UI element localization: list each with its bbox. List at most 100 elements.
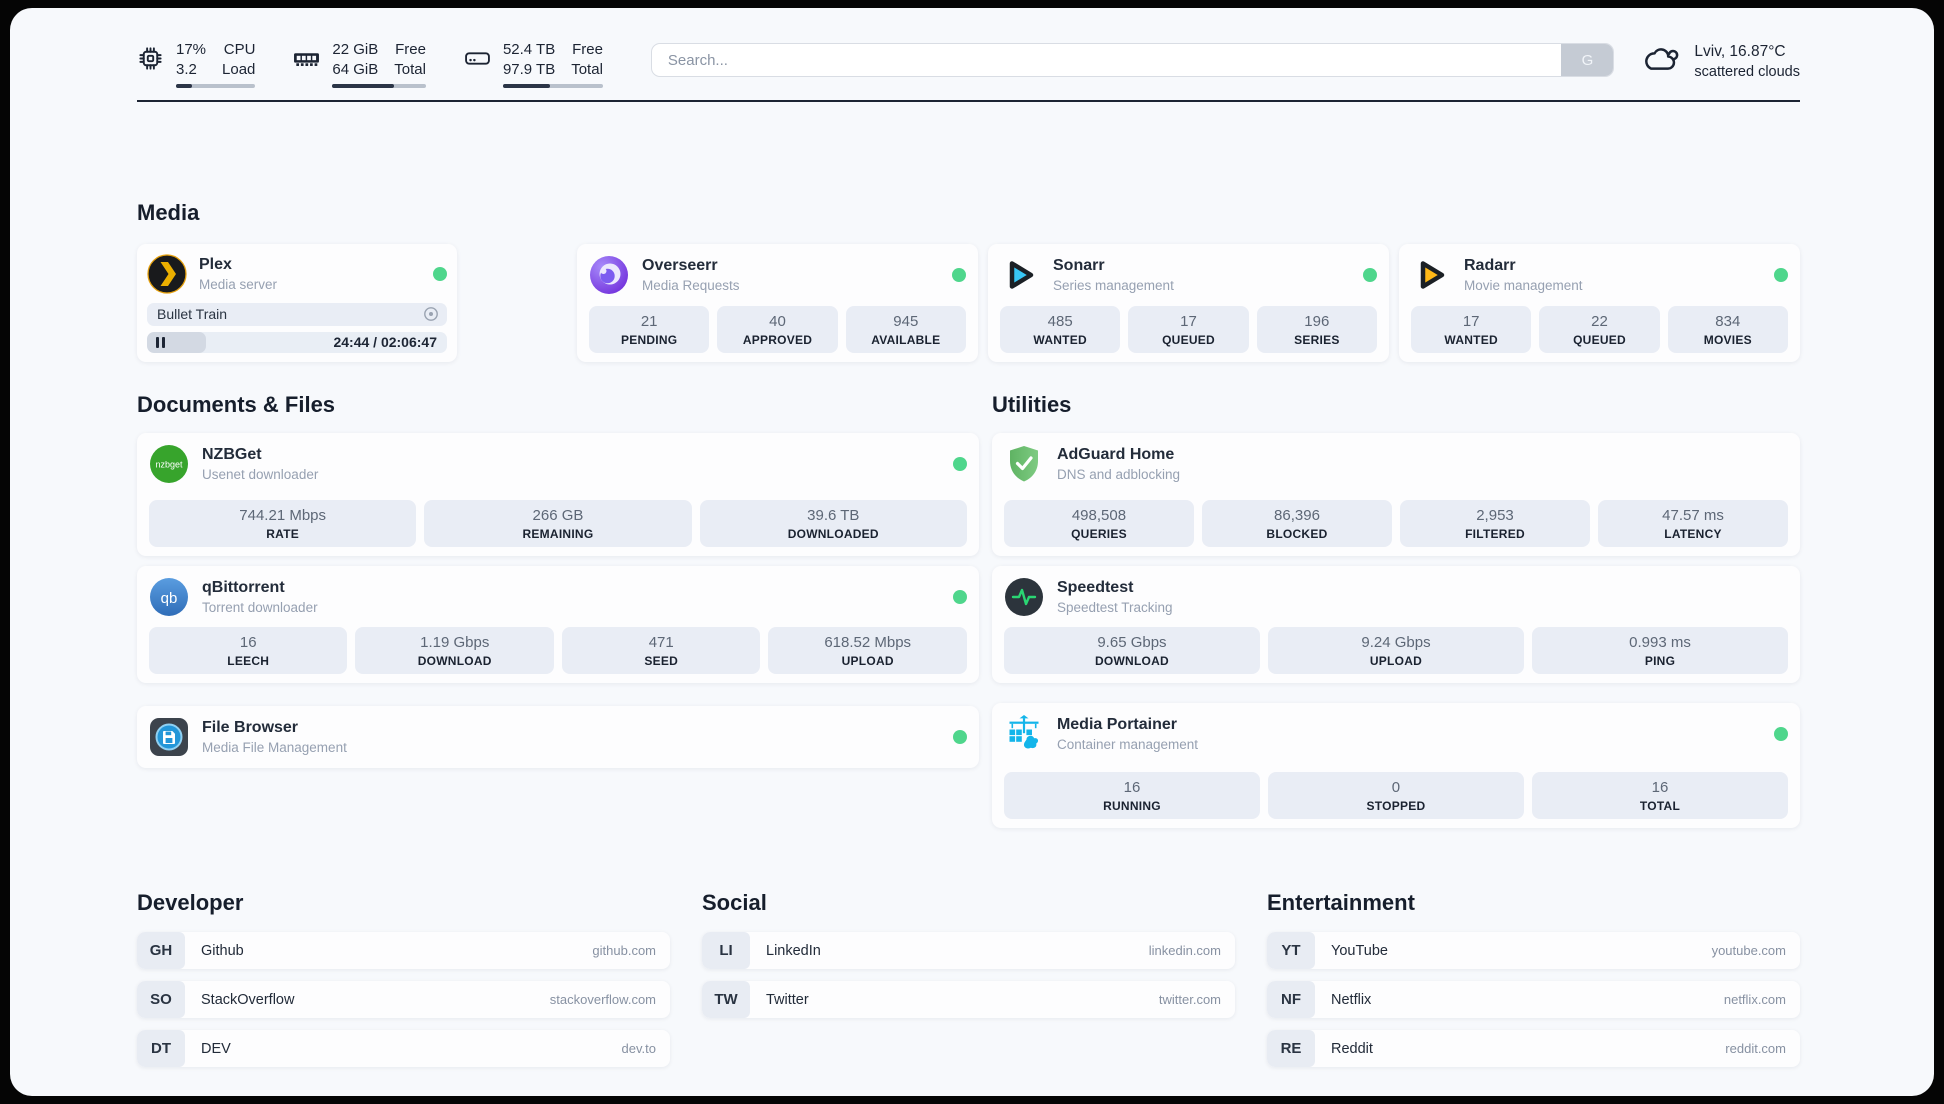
dashboard-panel: 17% 3.2 CPU Load [10,8,1934,1096]
netflix-badge: NF [1267,981,1315,1018]
radarr-icon [1411,255,1451,295]
portainer-card[interactable]: Media Portainer Container management 16 … [991,703,1800,828]
adguard-icon [1004,444,1044,484]
radarr-stat-movies: 834 MOVIES [1667,306,1788,353]
memory-icon [293,45,320,88]
svg-text:nzbget: nzbget [155,460,183,470]
session-target-icon[interactable] [423,306,439,322]
speedtest-desc: Speedtest Tracking [1056,599,1173,615]
search-input[interactable] [650,43,1615,77]
cpu-load-value: 3.2 [176,60,197,78]
nzbget-icon: nzbget [149,444,189,484]
pause-button[interactable] [156,336,165,348]
plex-progress-fill [147,331,206,353]
cpu-progress-track [176,84,256,88]
cpu-widget: 17% 3.2 CPU Load [137,40,256,88]
overseerr-stat-pending: 21 PENDING [589,306,710,353]
disk-free-value: 52.4 TB [502,41,556,58]
portainer-stat-total: 16 TOTAL [1531,772,1788,819]
plex-desc: Media server [199,276,278,292]
sonarr-stat-queued: 17 QUEUED [1128,306,1249,353]
entertainment-heading: Entertainment [1267,890,1415,915]
sonarr-card[interactable]: Sonarr Series management 485 WANTED 17 Q… [988,244,1389,362]
weather-condition: scattered clouds [1694,64,1800,81]
plex-card[interactable]: Plex Media server Bullet Train [137,244,457,362]
overseerr-stat-approved: 40 APPROVED [717,306,838,353]
linkedin-badge: LI [702,932,750,969]
qbittorrent-card[interactable]: qb qBittorrent Torrent downloader 16 LEE… [137,566,979,683]
reddit-badge: RE [1267,1030,1315,1067]
topbar: 17% 3.2 CPU Load [137,40,1800,88]
qbittorrent-stat-download: 1.19 Gbps DOWNLOAD [355,627,554,674]
radarr-card[interactable]: Radarr Movie management 17 WANTED 22 QUE… [1399,244,1800,362]
bookmark-dev[interactable]: DT DEV dev.to [137,1030,670,1067]
qbittorrent-status-dot [952,590,967,604]
filebrowser-card[interactable]: File Browser Media File Management [137,706,979,768]
speedtest-name: Speedtest [1056,579,1134,597]
qbittorrent-icon: qb [149,577,189,617]
speedtest-card[interactable]: Speedtest Speedtest Tracking 9.65 Gbps D… [991,566,1800,683]
sonarr-desc: Series management [1053,277,1174,293]
nzbget-name: NZBGet [202,446,262,464]
nzbget-stat-downloaded: 39.6 TB DOWNLOADED [699,500,967,547]
documents-section: Documents & Files nzbget NZBGet Usenet d… [137,392,979,828]
portainer-status-dot [1774,727,1788,741]
weather-widget: Lviv, 16.87°C scattered clouds [1640,42,1800,83]
social-heading: Social [702,890,767,915]
filebrowser-status-dot [952,730,967,744]
github-badge: GH [137,932,185,969]
utilities-heading: Utilities [991,392,1072,417]
overseerr-desc: Media Requests [642,277,740,293]
stackoverflow-badge: SO [137,981,185,1018]
overseerr-card[interactable]: Overseerr Media Requests 21 PENDING 40 A… [577,244,978,362]
bookmark-twitter[interactable]: TW Twitter twitter.com [702,981,1235,1018]
nzbget-desc: Usenet downloader [202,466,319,482]
developer-section: Developer GH Github github.com SO StackO… [137,890,670,1079]
disk-progress-fill [502,84,550,88]
adguard-stat-blocked: 86,396 BLOCKED [1201,500,1392,547]
bookmark-stackoverflow[interactable]: SO StackOverflow stackoverflow.com [137,981,670,1018]
adguard-desc: DNS and adblocking [1056,466,1181,482]
sonarr-stat-wanted: 485 WANTED [1000,306,1121,353]
radarr-desc: Movie management [1464,277,1583,293]
adguard-stat-latency: 47.57 ms LATENCY [1598,500,1789,547]
filebrowser-name: File Browser [202,719,299,737]
adguard-card[interactable]: AdGuard Home DNS and adblocking 498,508 … [991,433,1800,556]
bookmark-netflix[interactable]: NF Netflix netflix.com [1267,981,1800,1018]
search-engine-button[interactable]: G [1561,44,1614,76]
topbar-divider [137,100,1800,102]
radarr-stat-wanted: 17 WANTED [1411,306,1532,353]
bookmark-reddit[interactable]: RE Reddit reddit.com [1267,1030,1800,1067]
nzbget-card[interactable]: nzbget NZBGet Usenet downloader 744.21 M… [137,433,979,556]
scattered-clouds-icon [1640,42,1682,83]
cpu-usage-value: 17% [176,41,207,58]
dev-badge: DT [137,1030,185,1067]
memory-progress-fill [332,84,395,88]
portainer-desc: Container management [1056,736,1199,752]
bookmark-youtube[interactable]: YT YouTube youtube.com [1267,932,1800,969]
system-stats: 17% 3.2 CPU Load [137,40,603,88]
sonarr-icon [1000,255,1040,295]
overseerr-status-dot [952,268,966,282]
disk-label-top: Free [572,41,603,58]
radarr-name: Radarr [1464,257,1516,275]
nzbget-status-dot [952,457,967,471]
sonarr-status-dot [1363,268,1377,282]
disk-widget: 52.4 TB 97.9 TB Free Total [464,40,603,88]
qbittorrent-stat-seed: 471 SEED [561,627,761,674]
speedtest-icon [1004,577,1044,617]
portainer-icon [1004,714,1044,754]
adguard-name: AdGuard Home [1056,446,1175,464]
memory-label-bottom: Total [394,60,426,78]
filebrowser-icon [149,717,189,757]
plex-now-playing-title: Bullet Train [157,306,228,323]
memory-widget: 22 GiB 64 GiB Free Total [293,40,426,88]
speedtest-stat-ping: 0.993 ms PING [1531,627,1788,674]
bookmark-github[interactable]: GH Github github.com [137,932,670,969]
bookmark-linkedin[interactable]: LI LinkedIn linkedin.com [702,932,1235,969]
svg-text:qb: qb [161,590,178,607]
entertainment-section: Entertainment YT YouTube youtube.com NF … [1267,890,1800,1079]
developer-heading: Developer [137,890,244,915]
memory-total-value: 64 GiB [332,60,379,78]
